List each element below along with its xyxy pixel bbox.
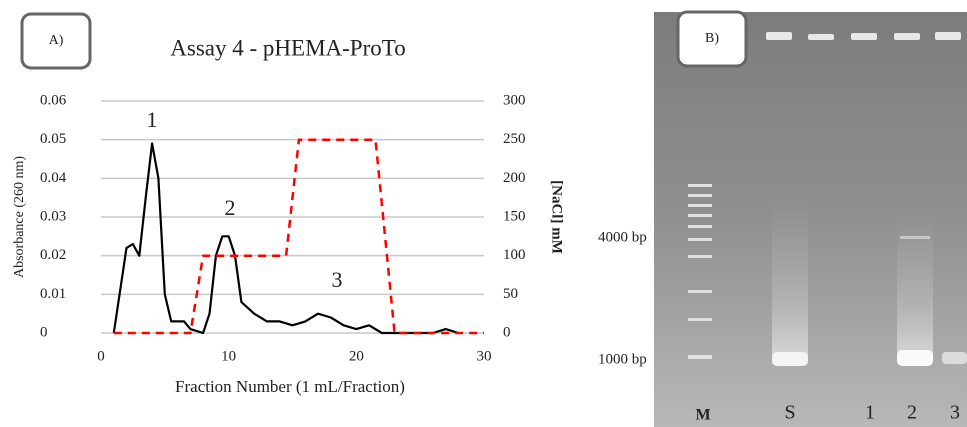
y2-axis-label: [NaCl] mM bbox=[549, 180, 565, 254]
x-tick-label: 20 bbox=[349, 348, 364, 364]
marker-label: 4000 bp bbox=[598, 229, 647, 245]
x-tick-label: 30 bbox=[477, 348, 492, 364]
gel-panel: B) 4000 bp 1000 bp M S 1 2 3 bbox=[598, 10, 967, 427]
y-tick-label: 0.06 bbox=[40, 92, 67, 108]
panel-box bbox=[676, 10, 748, 68]
lane-label: S bbox=[784, 402, 795, 424]
y-axis-label: Absorbance (260 nm) bbox=[12, 156, 27, 278]
band bbox=[942, 352, 967, 364]
y2-tick-label: 150 bbox=[503, 208, 526, 224]
smear bbox=[897, 210, 933, 360]
y2-tick-label: 250 bbox=[503, 131, 526, 147]
y-tick-label: 0.04 bbox=[40, 170, 67, 186]
band bbox=[772, 352, 808, 366]
panel-box bbox=[20, 12, 92, 70]
data-line bbox=[113, 138, 484, 335]
y-tick-label: 0.02 bbox=[40, 247, 66, 263]
y-tick-label: 0.01 bbox=[40, 286, 66, 302]
y-tick-label: 0 bbox=[40, 324, 48, 340]
wells bbox=[766, 32, 961, 40]
lane-label: 1 bbox=[865, 402, 875, 424]
smear bbox=[772, 200, 808, 360]
x-tick-label: 10 bbox=[221, 348, 236, 364]
y2-tick-label: 200 bbox=[503, 170, 526, 186]
chart: Assay 4 - pHEMA-ProTo Fraction Number (1… bbox=[12, 35, 564, 396]
x-tick-label: 0 bbox=[97, 348, 105, 364]
lane-label: 2 bbox=[907, 402, 917, 424]
y2-tick-label: 100 bbox=[503, 247, 526, 263]
peak-label: 1 bbox=[147, 107, 158, 132]
y2-tick-label: 300 bbox=[503, 92, 526, 108]
y2-tick-label: 0 bbox=[503, 324, 511, 340]
marker-label: 1000 bp bbox=[598, 351, 647, 367]
y-tick-label: 0.03 bbox=[40, 208, 66, 224]
band bbox=[900, 236, 930, 239]
chart-title: Assay 4 - pHEMA-ProTo bbox=[170, 35, 405, 60]
lane-label: M bbox=[695, 407, 710, 424]
panel-label: B) bbox=[705, 31, 719, 46]
y-tick-label: 0.05 bbox=[40, 131, 66, 147]
ladder bbox=[688, 184, 712, 359]
lane-label: 3 bbox=[950, 402, 960, 424]
band bbox=[897, 350, 933, 366]
y2-tick-label: 50 bbox=[503, 286, 518, 302]
x-axis-label: Fraction Number (1 mL/Fraction) bbox=[175, 377, 405, 396]
peak-label: 2 bbox=[225, 195, 236, 220]
panel-label: A) bbox=[49, 33, 64, 48]
data-line bbox=[112, 142, 459, 335]
peak-label: 3 bbox=[332, 267, 343, 292]
